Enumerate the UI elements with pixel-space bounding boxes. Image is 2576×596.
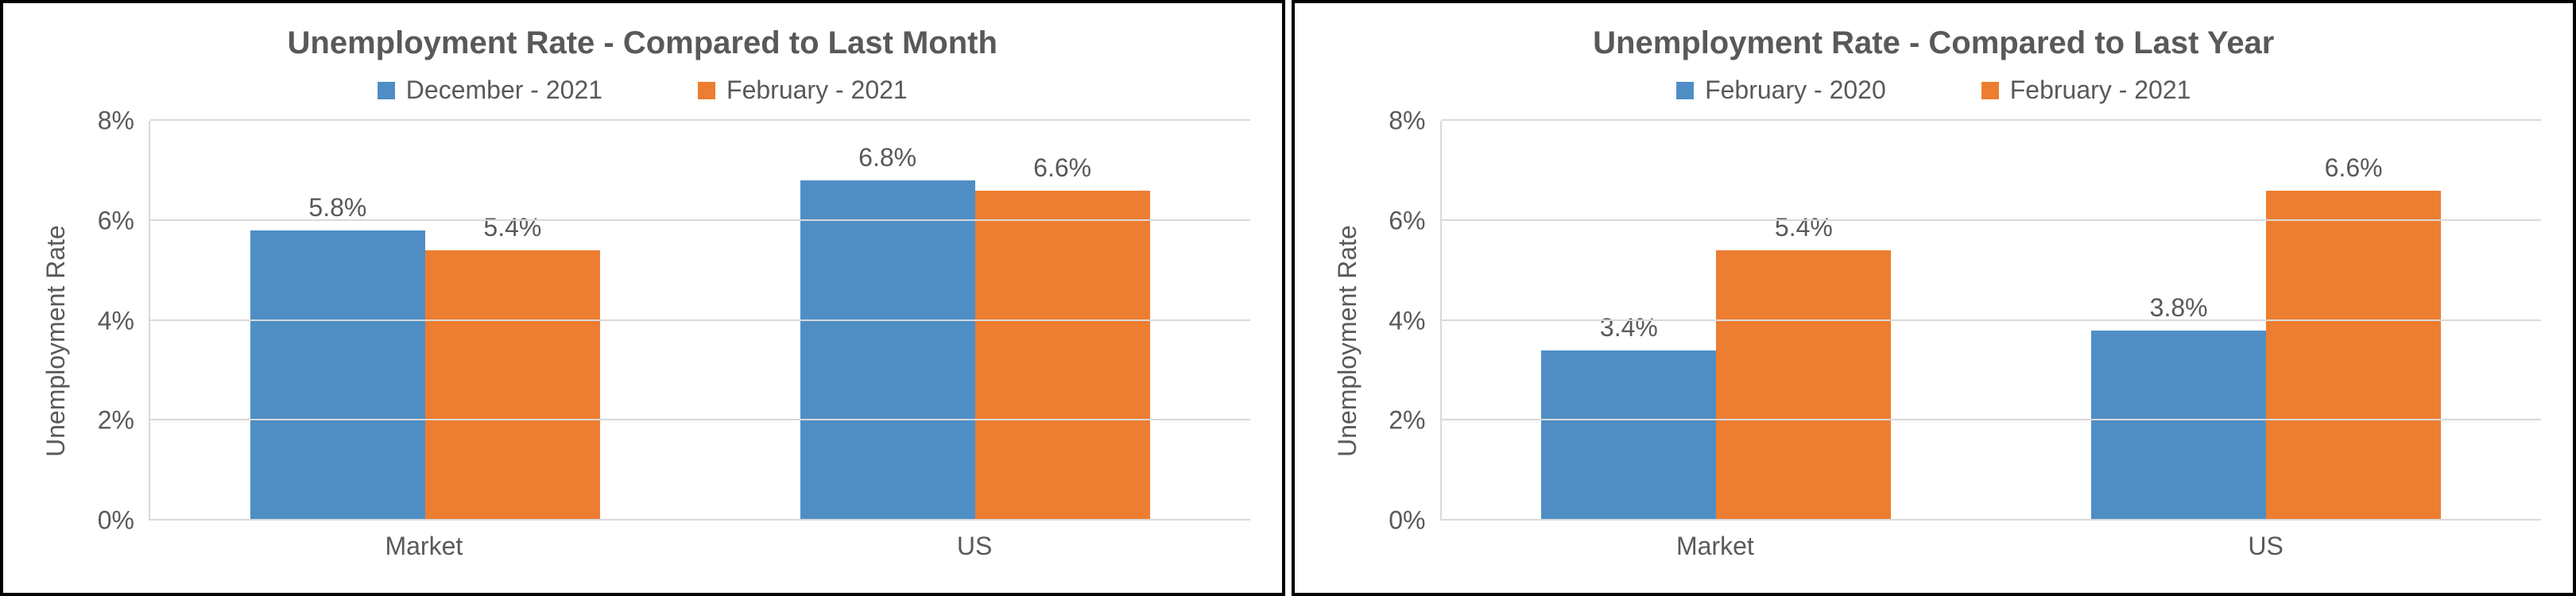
x-axis: MarketUS: [1369, 532, 2542, 561]
bar-groups: 3.4% 5.4% 3.8% 6.6%: [1442, 121, 2542, 521]
legend-label: February - 2021: [726, 75, 908, 105]
x-category-label: Market: [149, 532, 699, 561]
bar-value-label: 6.6%: [1033, 153, 1091, 183]
chart-title: Unemployment Rate - Compared to Last Mon…: [35, 25, 1250, 61]
y-tick: 4%: [1389, 306, 1425, 335]
y-axis-label: Unemployment Rate: [1327, 121, 1369, 561]
bar-value-label: 6.6%: [2325, 153, 2383, 183]
x-categories: MarketUS: [1440, 532, 2542, 561]
bar-rect: [425, 250, 600, 521]
bar-rect: [2091, 331, 2266, 521]
plot-wrap: 0%2%4%6%8% 3.4%5.4%3.8%6.6% MarketUS: [1369, 121, 2542, 561]
x-category-label: US: [699, 532, 1250, 561]
legend-item: February - 2021: [1981, 75, 2191, 105]
bar-group: 5.8% 5.4%: [150, 121, 700, 521]
y-tick: 0%: [1389, 506, 1425, 536]
bar-rect: [1541, 350, 1716, 521]
x-categories: MarketUS: [149, 532, 1250, 561]
bar-value-label: 3.4%: [1600, 313, 1658, 343]
gridline: [1442, 419, 2542, 420]
legend-item: December - 2021: [378, 75, 602, 105]
plot-area: 0%2%4%6%8% 3.4%5.4%3.8%6.6%: [1369, 121, 2542, 521]
bar: 5.4%: [1716, 121, 1891, 521]
y-tick: 4%: [98, 306, 134, 335]
bar-group: 3.4% 5.4%: [1442, 121, 1992, 521]
bar: 5.8%: [250, 121, 425, 521]
bar-rect: [250, 230, 425, 521]
gridline: [150, 119, 1250, 121]
bar-rect: [975, 191, 1150, 521]
gridline: [150, 319, 1250, 321]
bar: 6.6%: [2266, 121, 2441, 521]
bar: 3.4%: [1541, 121, 1716, 521]
bar-group: 6.8% 6.6%: [700, 121, 1250, 521]
chart-body: Unemployment Rate 0%2%4%6%8% 3.4%5.4%3.8…: [1327, 121, 2542, 561]
legend-swatch-icon: [1981, 82, 1999, 99]
plot-wrap: 0%2%4%6%8% 5.8%5.4%6.8%6.6% MarketUS: [77, 121, 1250, 561]
bar-rect: [2266, 191, 2441, 521]
legend-item: February - 2020: [1676, 75, 1886, 105]
plot-area: 0%2%4%6%8% 5.8%5.4%6.8%6.6%: [77, 121, 1250, 521]
bar-group: 3.8% 6.6%: [1991, 121, 2541, 521]
gridline: [1442, 119, 2542, 121]
chart-legend: December - 2021 February - 2021: [35, 75, 1250, 105]
x-axis-spacer: [1369, 532, 1440, 561]
y-tick: 2%: [1389, 406, 1425, 435]
gridline: [150, 519, 1250, 521]
bar: 5.4%: [425, 121, 600, 521]
chart-panel-last-year: Unemployment Rate - Compared to Last Yea…: [1292, 0, 2576, 596]
bar-value-label: 5.4%: [1775, 213, 1833, 242]
gridline: [1442, 219, 2542, 221]
y-axis-label: Unemployment Rate: [35, 121, 77, 561]
y-axis: 0%2%4%6%8%: [1369, 121, 1440, 521]
bar: 3.8%: [2091, 121, 2266, 521]
legend-swatch-icon: [1676, 82, 1694, 99]
grid: 5.8% 5.4% 6.8% 6.6%: [149, 121, 1250, 521]
y-axis: 0%2%4%6%8%: [77, 121, 149, 521]
bar-value-label: 6.8%: [858, 143, 916, 172]
y-tick: 6%: [1389, 206, 1425, 235]
x-axis: MarketUS: [77, 532, 1250, 561]
grid: 3.4% 5.4% 3.8% 6.6%: [1440, 121, 2542, 521]
y-tick: 2%: [98, 406, 134, 435]
bar-rect: [800, 180, 975, 521]
bar: 6.8%: [800, 121, 975, 521]
gridline: [1442, 519, 2542, 521]
y-tick: 6%: [98, 206, 134, 235]
x-category-label: Market: [1440, 532, 1991, 561]
gridline: [150, 219, 1250, 221]
chart-title: Unemployment Rate - Compared to Last Yea…: [1327, 25, 2542, 61]
legend-swatch-icon: [378, 82, 395, 99]
bar: 6.6%: [975, 121, 1150, 521]
bar-value-label: 5.4%: [483, 213, 541, 242]
legend-label: February - 2020: [1705, 75, 1886, 105]
chart-legend: February - 2020 February - 2021: [1327, 75, 2542, 105]
gridline: [1442, 319, 2542, 321]
chart-body: Unemployment Rate 0%2%4%6%8% 5.8%5.4%6.8…: [35, 121, 1250, 561]
legend-label: February - 2021: [2010, 75, 2191, 105]
y-tick: 8%: [98, 106, 134, 136]
x-category-label: US: [1990, 532, 2541, 561]
y-tick: 8%: [1389, 106, 1425, 136]
chart-panel-last-month: Unemployment Rate - Compared to Last Mon…: [0, 0, 1285, 596]
gridline: [150, 419, 1250, 420]
y-tick: 0%: [98, 506, 134, 536]
x-axis-spacer: [77, 532, 149, 561]
bar-groups: 5.8% 5.4% 6.8% 6.6%: [150, 121, 1250, 521]
legend-swatch-icon: [698, 82, 715, 99]
bar-rect: [1716, 250, 1891, 521]
legend-item: February - 2021: [698, 75, 908, 105]
legend-label: December - 2021: [406, 75, 602, 105]
